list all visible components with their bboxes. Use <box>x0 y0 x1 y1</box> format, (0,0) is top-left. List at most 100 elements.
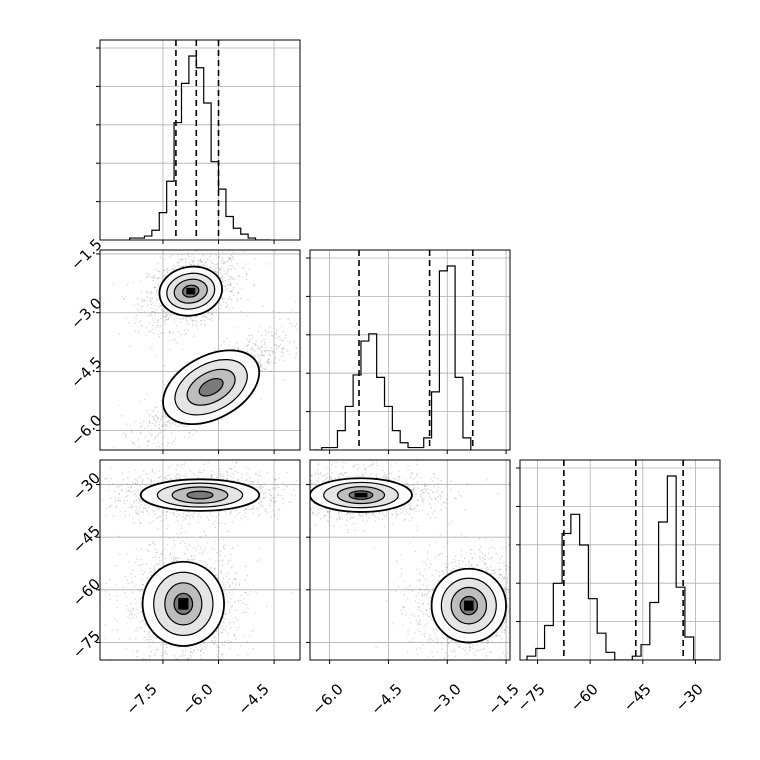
sample-point <box>355 523 357 525</box>
sample-point <box>244 579 246 581</box>
sample-point <box>146 272 148 275</box>
sample-point <box>129 490 131 492</box>
sample-point <box>295 347 298 349</box>
sample-point <box>146 549 149 551</box>
sample-point <box>281 351 283 354</box>
sample-point <box>216 246 217 247</box>
sample-point <box>140 522 142 524</box>
sample-point <box>307 503 308 504</box>
sample-point <box>254 390 256 392</box>
sample-point <box>192 516 195 519</box>
histogram-hist-1 <box>313 265 472 450</box>
sample-point <box>142 573 144 575</box>
sample-point <box>276 337 278 339</box>
sample-point <box>255 473 258 475</box>
sample-point <box>203 314 206 316</box>
sample-point <box>150 314 152 317</box>
sample-point <box>153 410 155 412</box>
sample-point <box>183 425 185 427</box>
sample-point <box>157 277 160 279</box>
sample-point <box>147 440 150 442</box>
sample-point <box>307 509 308 510</box>
sample-point <box>187 252 189 254</box>
sample-point <box>136 308 139 310</box>
sample-point <box>172 267 174 270</box>
sample-point <box>121 490 123 492</box>
sample-point <box>248 334 250 337</box>
sample-point <box>172 265 175 267</box>
sample-point <box>146 276 148 278</box>
sample-point <box>163 416 166 418</box>
sample-point <box>245 466 247 468</box>
sample-point <box>266 605 268 607</box>
sample-point <box>181 348 184 351</box>
sample-point <box>134 469 136 471</box>
sample-point <box>225 306 227 308</box>
sample-point <box>264 368 266 370</box>
sample-point <box>267 358 270 361</box>
sample-point <box>132 569 134 572</box>
sample-point <box>221 262 223 264</box>
sample-point <box>114 501 116 503</box>
sample-point <box>149 571 151 573</box>
sample-point <box>223 591 226 593</box>
sample-point <box>150 635 152 638</box>
sample-point <box>161 554 164 556</box>
sample-point <box>172 547 175 549</box>
sample-point <box>148 415 151 417</box>
sample-point <box>262 354 265 357</box>
sample-point <box>155 269 157 271</box>
sample-point <box>232 288 234 291</box>
sample-point <box>92 518 93 519</box>
sample-point <box>220 304 222 306</box>
sample-point <box>204 319 206 322</box>
sample-point <box>288 341 291 344</box>
sample-point <box>190 263 192 266</box>
sample-point <box>304 492 305 493</box>
sample-point <box>212 262 214 265</box>
sample-point <box>184 258 187 260</box>
sample-point <box>227 560 230 562</box>
sample-point <box>227 562 229 565</box>
sample-point <box>226 270 229 272</box>
sample-point <box>257 481 259 483</box>
sample-point <box>186 515 188 517</box>
sample-point <box>164 414 167 417</box>
sample-point <box>211 515 213 517</box>
sample-point <box>119 511 121 513</box>
sample-point <box>187 559 189 561</box>
sample-point <box>168 313 171 316</box>
sample-point <box>171 254 174 257</box>
sample-point <box>88 498 89 499</box>
sample-point <box>134 575 136 577</box>
sample-point <box>228 647 230 649</box>
sample-point <box>146 425 149 427</box>
sample-point <box>156 517 158 519</box>
sample-point <box>141 298 144 300</box>
sample-point <box>152 320 155 322</box>
sample-point <box>257 514 259 517</box>
sample-point <box>152 276 155 279</box>
sample-point <box>279 344 281 346</box>
sample-point <box>181 653 183 655</box>
sample-point <box>262 497 265 499</box>
sample-point <box>123 500 126 502</box>
sample-point <box>218 245 219 246</box>
sample-point <box>165 557 167 560</box>
sample-point <box>163 275 165 277</box>
sample-point <box>153 418 155 420</box>
sample-point <box>245 508 247 510</box>
sample-point <box>270 331 272 333</box>
sample-point <box>159 332 161 334</box>
sample-point <box>233 479 235 482</box>
sample-point <box>261 340 263 342</box>
sample-point <box>129 484 131 486</box>
sample-point <box>268 350 271 352</box>
sample-point <box>173 318 175 320</box>
sample-point <box>261 334 263 337</box>
panel-hist-0 <box>96 39 301 244</box>
sample-point <box>227 530 229 532</box>
sample-point <box>217 633 219 635</box>
sample-point <box>161 411 163 414</box>
sample-point <box>252 343 255 345</box>
